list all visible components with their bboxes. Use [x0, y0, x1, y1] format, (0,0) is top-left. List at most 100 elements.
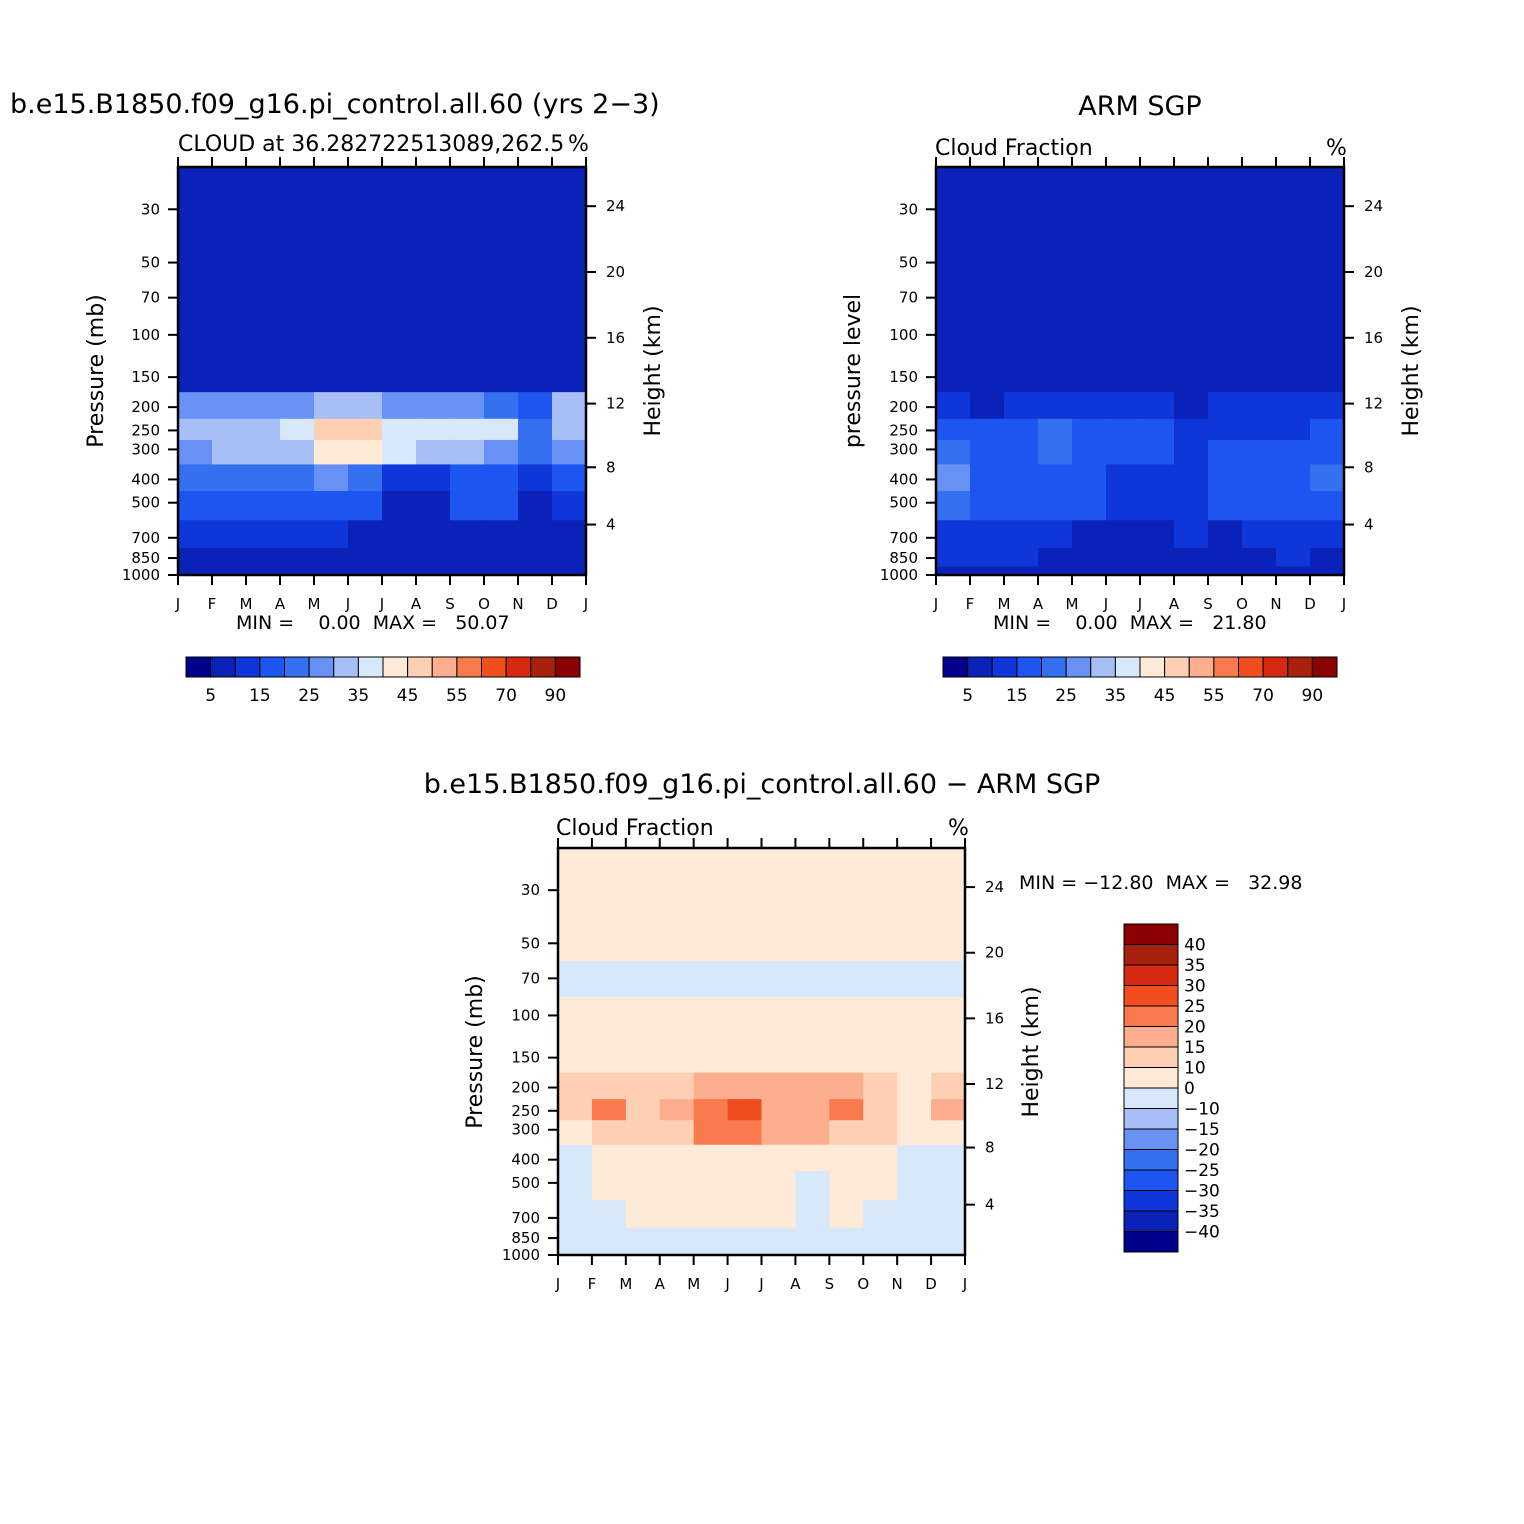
field-cell: [863, 1246, 898, 1256]
field-cell: [693, 996, 729, 1038]
field-cell: [863, 848, 898, 918]
field-cell: [558, 1246, 593, 1256]
field-cell: [1004, 464, 1039, 492]
field-cell: [1106, 464, 1141, 492]
field-cell: [693, 1171, 729, 1201]
field-cell: [829, 1200, 864, 1229]
y-tick-label: 50: [521, 934, 540, 952]
field-cell: [936, 392, 971, 420]
colorbar-label: 0: [1184, 1079, 1195, 1099]
field-cell: [1276, 491, 1311, 521]
field-cell: [518, 464, 553, 492]
field-cell: [1242, 235, 1277, 281]
field-cell: [348, 566, 383, 576]
field-cell: [178, 439, 213, 466]
field-cell: [178, 520, 213, 549]
field-cell: [1072, 356, 1107, 393]
field-cell: [1208, 418, 1243, 441]
min-max-stats: MIN = 0.00 MAX = 21.80: [993, 612, 1267, 634]
field-cell: [1106, 167, 1141, 237]
field-cell: [552, 491, 587, 521]
field-cell: [212, 439, 247, 466]
field-cell: [280, 464, 315, 492]
field-cell: [1242, 392, 1277, 420]
field-cell: [212, 167, 247, 237]
y-tick-label: 250: [131, 421, 160, 439]
field-cell: [659, 1200, 695, 1229]
field-cell: [348, 167, 383, 237]
field-cell: [280, 356, 315, 393]
field-cell: [416, 566, 451, 576]
field-cell: [382, 392, 417, 420]
x-tick-label: D: [546, 595, 558, 613]
field-cell: [484, 491, 519, 521]
field-cell: [1208, 167, 1243, 237]
field-cell: [1004, 439, 1039, 466]
field-cell: [897, 1072, 932, 1100]
colorbar-label: −35: [1184, 1202, 1220, 1222]
y2-tick-label: 4: [1364, 516, 1374, 534]
field-cell: [591, 1144, 627, 1172]
field-cell: [970, 520, 1005, 549]
field-cell: [1310, 418, 1345, 441]
field-cell: [931, 848, 966, 918]
field-cell: [1242, 418, 1277, 441]
field-cell: [212, 491, 247, 521]
field-cell: [416, 167, 451, 237]
field-cell: [450, 566, 485, 576]
field-cell: [727, 1036, 763, 1074]
field-cell: [348, 464, 383, 492]
colorbar-label: 20: [1184, 1018, 1206, 1038]
field-cell: [1004, 566, 1039, 576]
field-cell: [897, 1246, 932, 1256]
x-tick-label: N: [1270, 595, 1281, 613]
field-cell: [450, 280, 485, 317]
field-cell: [552, 439, 587, 466]
field-cell: [1174, 392, 1209, 420]
contour-field: [558, 848, 966, 1256]
x-tick-label: J: [1103, 595, 1108, 613]
field-cell: [1174, 464, 1209, 492]
field-cell: [970, 167, 1005, 237]
field-cell: [1276, 547, 1311, 568]
colorbar-label: 70: [1252, 686, 1274, 706]
colorbar-swatch: [1065, 656, 1092, 678]
x-tick-label: A: [1033, 595, 1044, 613]
colorbar-label: 35: [1184, 956, 1206, 976]
y2-tick-label: 16: [1364, 329, 1383, 347]
field-cell: [314, 418, 349, 441]
field-cell: [450, 520, 485, 549]
field-cell: [829, 1246, 864, 1256]
y2-tick-label: 24: [1364, 197, 1383, 215]
field-cell: [450, 356, 485, 393]
field-cell: [280, 167, 315, 237]
field-cell: [897, 1171, 932, 1201]
min-max-stats: MIN = −12.80 MAX = 32.98: [1019, 872, 1302, 894]
field-cell: [178, 316, 213, 357]
y2-tick-label: 12: [606, 395, 625, 413]
field-cell: [1004, 167, 1039, 237]
field-cell: [178, 235, 213, 281]
field-cell: [1174, 356, 1209, 393]
colorbar-label: −10: [1184, 1100, 1220, 1120]
field-cell: [1038, 235, 1073, 281]
colorbar-swatch: [1123, 964, 1179, 986]
y2-tick-label: 8: [606, 458, 616, 476]
colorbar-label: 55: [446, 686, 468, 706]
panel-subtitle: CLOUD at 36.282722513089,262.5: [178, 132, 564, 157]
y2-tick-label: 16: [606, 329, 625, 347]
field-cell: [591, 1036, 627, 1074]
field-cell: [591, 1246, 627, 1256]
y2-tick-label: 4: [606, 516, 616, 534]
field-cell: [761, 1072, 797, 1100]
field-cell: [178, 566, 213, 576]
field-cell: [484, 235, 519, 281]
y2-tick-label: 24: [606, 197, 625, 215]
field-cell: [416, 464, 451, 492]
field-cell: [727, 1227, 763, 1248]
field-cell: [450, 439, 485, 466]
field-cell: [246, 356, 281, 393]
field-cell: [1174, 235, 1209, 281]
colorbar-label: 10: [1184, 1059, 1206, 1079]
field-cell: [863, 916, 898, 962]
